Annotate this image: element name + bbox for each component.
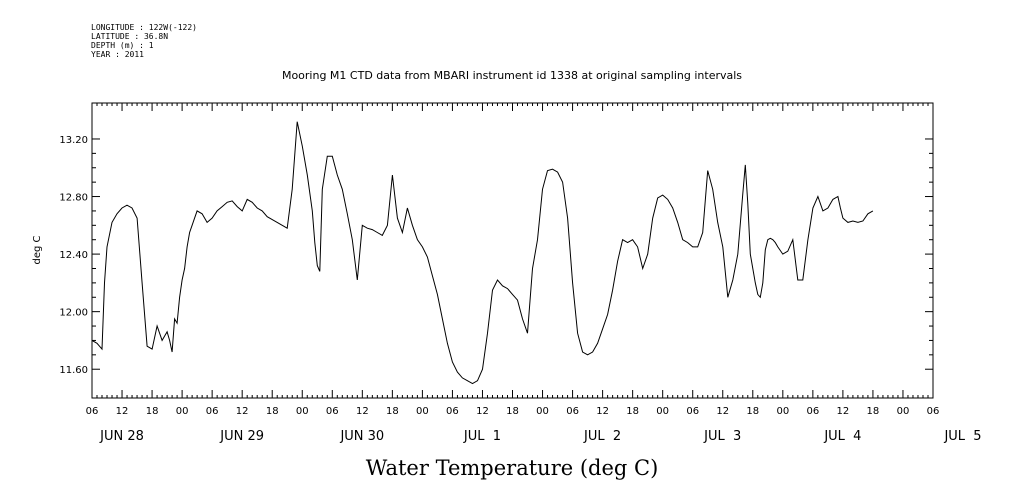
x-tick-label: 18: [626, 406, 639, 417]
day-label: JUN 29: [219, 429, 264, 444]
day-label: JUL 4: [823, 429, 861, 444]
day-labels: JUN 28 JUN 29 JUN 30 JUL 1 JUL 2 JUL 3 JUL 4 JU…: [99, 429, 981, 444]
x-tick-label: 06: [86, 406, 99, 417]
x-tick-label: 00: [176, 406, 189, 417]
x-axis-title: Water Temperature (deg C): [366, 456, 659, 480]
x-tick-label: 00: [536, 406, 549, 417]
y-tick-label: 12.40: [59, 250, 88, 261]
x-tick-label: 06: [927, 406, 940, 417]
x-tick-label: 18: [506, 406, 519, 417]
day-label: JUN 30: [339, 429, 384, 444]
depth-label: DEPTH (m) : 1: [91, 41, 154, 50]
x-tick-label: 12: [356, 406, 369, 417]
x-tick-label: 06: [446, 406, 459, 417]
day-label: JUN 28: [99, 429, 144, 444]
x-tick-label: 12: [716, 406, 729, 417]
y-axis-label: deg C: [32, 235, 43, 264]
x-tick-label: 00: [897, 406, 910, 417]
x-tick-label: 06: [326, 406, 339, 417]
y-tick-label: 13.20: [59, 135, 88, 146]
x-tick-label: 18: [746, 406, 759, 417]
longitude-label: LONGITUDE : 122W(-122): [91, 23, 197, 32]
year-label: YEAR : 2011: [91, 50, 144, 59]
y-axis: 11.60 12.00 12.40 12.80 13.20: [59, 135, 933, 376]
x-tick-label: 18: [386, 406, 399, 417]
day-label: JUL 1: [463, 429, 501, 444]
x-tick-label: 00: [776, 406, 789, 417]
x-tick-label: 06: [206, 406, 219, 417]
chart-title: Mooring M1 CTD data from MBARI instrumen…: [282, 69, 742, 82]
y-tick-label: 12.00: [59, 308, 88, 319]
y-tick-label: 11.60: [59, 365, 88, 376]
x-tick-label: 18: [146, 406, 159, 417]
temperature-line: [91, 121, 874, 385]
y-tick-label: 12.80: [59, 193, 88, 204]
day-label: JUL 2: [583, 429, 621, 444]
latitude-label: LATITUDE : 36.8N: [91, 32, 168, 41]
x-tick-label: 00: [296, 406, 309, 417]
x-tick-label: 12: [596, 406, 609, 417]
x-tick-label: 00: [416, 406, 429, 417]
day-label: JUL 5: [943, 429, 981, 444]
x-tick-label: 12: [236, 406, 249, 417]
x-tick-label: 18: [867, 406, 880, 417]
x-axis: 06 12 18 00 06 12 18 00 06 12 18 00 06 12 18 00 06 12 18 00…: [86, 103, 940, 417]
x-tick-label: 06: [686, 406, 699, 417]
day-label: JUL 3: [703, 429, 741, 444]
x-tick-label: 12: [837, 406, 850, 417]
x-tick-label: 06: [566, 406, 579, 417]
x-tick-label: 18: [266, 406, 279, 417]
x-tick-label: 12: [476, 406, 489, 417]
x-tick-label: 06: [806, 406, 819, 417]
x-tick-label: 00: [656, 406, 669, 417]
x-tick-label: 12: [116, 406, 129, 417]
